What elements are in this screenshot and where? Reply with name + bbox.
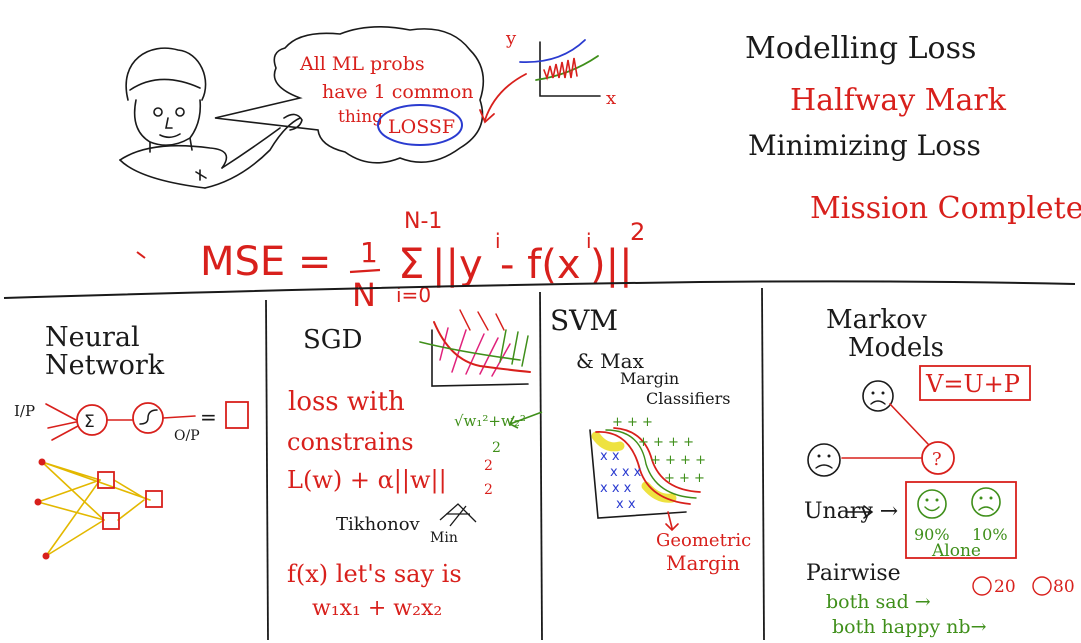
sgd-line2: constrains	[287, 428, 414, 456]
markov-pct-happy: 90%	[914, 525, 950, 544]
mse-body: ||y	[432, 242, 483, 288]
sgd-sketch	[419, 309, 531, 387]
sgd-title: SGD	[303, 325, 362, 355]
svm-sketch	[589, 427, 701, 532]
sgd-min: Min	[430, 530, 458, 546]
markov-formula: V=U+P	[925, 370, 1020, 398]
mse-minus-f: - f(x	[500, 242, 581, 288]
svm-pos-points-1: + + +	[612, 415, 653, 430]
neural-title-1: Neural	[45, 322, 140, 353]
svm-pos-points-2: + + + +	[638, 435, 694, 450]
horizontal-divider	[3, 280, 1076, 299]
mse-formula: MSE = 1 N N-1 Σ i=0 ||y i - f(x i )|| 2	[136, 209, 645, 314]
sgd-sqrt-note: √w₁²+w₂²	[454, 412, 526, 430]
mini-plot-x-label: x	[606, 88, 616, 109]
sgd-sqrt-sub: 2	[492, 440, 501, 456]
bubble-line3: thing	[338, 107, 383, 127]
markov-question: ?	[932, 449, 942, 470]
bubble-line1: All ML probs	[299, 53, 425, 75]
markov-graph	[807, 365, 1052, 596]
mse-frac-numerator: 1	[360, 236, 378, 269]
heading-mission-complete: Mission Complete!	[810, 191, 1081, 226]
sgd-line3-sub: 2	[484, 482, 493, 498]
svm-title: SVM	[550, 304, 618, 337]
sgd-sqrt-arrow	[508, 411, 543, 429]
sgd-line4: f(x) let's say is	[287, 560, 462, 588]
svm-line4: Classifiers	[646, 389, 730, 408]
sgd-line1: loss with	[288, 387, 405, 417]
heading-modelling-loss: Modelling Loss	[745, 31, 976, 66]
svm-line3: Margin	[620, 369, 679, 388]
markov-alone: Alone	[931, 541, 981, 561]
markov-both-happy: both happy nb→	[832, 616, 987, 638]
neuron-diagram	[45, 401, 249, 441]
markov-unary: Unary →	[804, 499, 898, 524]
mse-power: 2	[630, 218, 645, 246]
mse-frac-denominator: N	[352, 276, 376, 314]
neuron-equals: =	[200, 405, 217, 429]
mse-sum-upper: N-1	[404, 209, 442, 234]
divider-1	[265, 299, 269, 641]
sgd-tikhonov-sketch	[439, 503, 477, 527]
speech-bubble-outline	[214, 26, 485, 164]
neural-title-2: Network	[45, 350, 165, 381]
markov-pct-sad: 10%	[972, 525, 1008, 544]
sgd-tikhonov: Tikhonov	[336, 514, 421, 535]
svm-neg-points-4: x x	[616, 497, 636, 512]
loss-circled-text: LOSSF	[388, 116, 455, 138]
sgd-line3: L(w) + α||w||	[287, 466, 447, 495]
sgd-line3-sup: 2	[484, 458, 493, 474]
svm-geo-1: Geometric	[656, 530, 751, 551]
markov-sad-value: 80	[1053, 577, 1075, 597]
markov-happy-value: 20	[994, 577, 1016, 597]
svm-neg-points-2: x x x	[610, 465, 642, 480]
neural-op-label: O/P	[174, 428, 200, 444]
mse-lhs: MSE =	[200, 239, 331, 285]
svm-neg-points-1: x x	[600, 449, 620, 464]
svm-line2: & Max	[576, 349, 645, 373]
divider-2	[539, 291, 543, 641]
network-graph	[34, 458, 163, 560]
divider-3	[761, 287, 765, 641]
mse-sup-i: i	[495, 229, 501, 253]
bubble-line2: have 1 common	[322, 81, 474, 103]
svm-pos-points-3: + + + +	[650, 453, 706, 468]
mse-close: )||	[590, 242, 633, 288]
heading-minimizing-loss: Minimizing Loss	[748, 129, 981, 162]
cartoon-person	[119, 47, 303, 189]
loss-circle	[377, 104, 463, 146]
mini-plot-y-label: y	[505, 28, 517, 49]
markov-title-1: Markov	[826, 305, 927, 335]
neural-ip-label: I/P	[14, 402, 35, 420]
svm-pos-points-4: + + +	[664, 471, 705, 486]
sgd-line5: w₁x₁ + w₂x₂	[312, 596, 442, 621]
markov-pairwise: Pairwise	[806, 561, 901, 586]
mse-sup-i2: i	[586, 229, 592, 253]
neuron-sigma: Σ	[84, 412, 95, 432]
mini-loss-plot	[479, 39, 601, 124]
svm-neg-points-3: x x x	[600, 481, 632, 496]
svm-geo-2: Margin	[666, 551, 740, 575]
heading-halfway-mark: Halfway Mark	[790, 83, 1007, 118]
mse-sigma: Σ	[398, 239, 425, 288]
markov-both-sad: both sad →	[826, 591, 931, 613]
markov-title-2: Models	[848, 333, 944, 363]
